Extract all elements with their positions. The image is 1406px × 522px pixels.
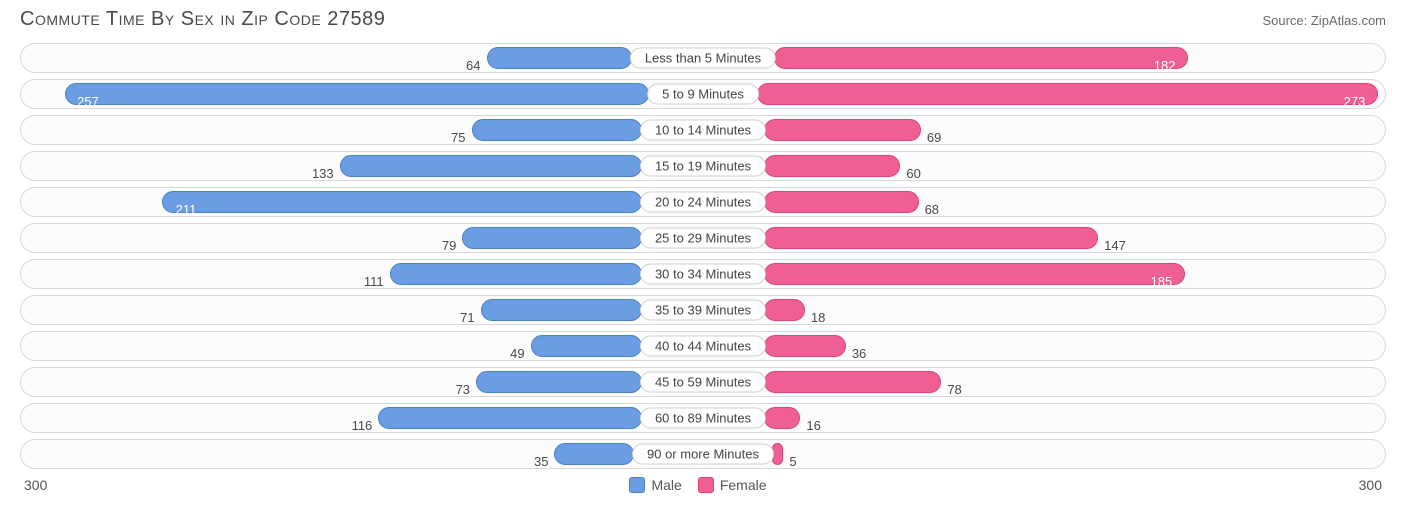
category-label: 35 to 39 Minutes: [640, 300, 766, 321]
male-value: 79: [442, 238, 456, 253]
female-value: 36: [852, 346, 866, 361]
category-label: Less than 5 Minutes: [630, 48, 776, 69]
female-bar: [764, 155, 900, 177]
male-swatch: [629, 477, 645, 493]
male-bar: [462, 227, 642, 249]
bar-row: 211 68 20 to 24 Minutes: [20, 187, 1386, 217]
bar-row: 133 60 15 to 19 Minutes: [20, 151, 1386, 181]
female-value: 16: [806, 418, 820, 433]
female-value: 147: [1104, 238, 1126, 253]
category-label: 30 to 34 Minutes: [640, 264, 766, 285]
female-bar: [774, 47, 1188, 69]
male-bar: [554, 443, 634, 465]
category-label: 5 to 9 Minutes: [647, 84, 759, 105]
category-label: 10 to 14 Minutes: [640, 120, 766, 141]
axis-right-max: 300: [1359, 477, 1382, 493]
bar-row: 75 69 10 to 14 Minutes: [20, 115, 1386, 145]
male-bar: [481, 299, 642, 321]
female-value: 5: [789, 454, 796, 469]
male-value: 35: [534, 454, 548, 469]
male-bar: [162, 191, 642, 213]
female-value: 68: [925, 202, 939, 217]
category-label: 90 or more Minutes: [632, 444, 774, 465]
bar-row: 35 5 90 or more Minutes: [20, 439, 1386, 469]
female-bar: [764, 299, 805, 321]
male-value: 133: [312, 166, 334, 181]
female-bar: [764, 371, 941, 393]
female-value: 18: [811, 310, 825, 325]
female-value: 60: [906, 166, 920, 181]
header: Commute Time By Sex in Zip Code 27589 So…: [0, 0, 1406, 37]
bar-row: 116 16 60 to 89 Minutes: [20, 403, 1386, 433]
diverging-bar-chart: 64 182 Less than 5 Minutes 257 273 5 to 9 Min…: [0, 37, 1406, 469]
male-bar: [340, 155, 642, 177]
male-value: 73: [456, 382, 470, 397]
bar-row: 49 36 40 to 44 Minutes: [20, 331, 1386, 361]
bar-row: 64 182 Less than 5 Minutes: [20, 43, 1386, 73]
male-value: 71: [460, 310, 474, 325]
male-value: 64: [466, 58, 480, 73]
male-bar: [472, 119, 643, 141]
male-value: 211: [176, 202, 197, 217]
male-bar: [476, 371, 642, 393]
source-label: Source: ZipAtlas.com: [1262, 13, 1386, 28]
chart-footer: 300 Male Female 300: [0, 475, 1406, 493]
category-label: 60 to 89 Minutes: [640, 408, 766, 429]
male-value: 75: [451, 130, 465, 145]
bar-row: 257 273 5 to 9 Minutes: [20, 79, 1386, 109]
female-bar: [764, 227, 1098, 249]
male-value: 111: [364, 274, 384, 289]
bar-row: 111 185 30 to 34 Minutes: [20, 259, 1386, 289]
male-value: 257: [77, 94, 99, 109]
female-value: 78: [947, 382, 961, 397]
bar-row: 71 18 35 to 39 Minutes: [20, 295, 1386, 325]
category-label: 40 to 44 Minutes: [640, 336, 766, 357]
male-bar: [487, 47, 632, 69]
female-value: 182: [1154, 58, 1176, 73]
male-value: 116: [352, 418, 373, 433]
female-bar: [764, 119, 921, 141]
axis-left-max: 300: [24, 477, 47, 493]
female-value: 69: [927, 130, 941, 145]
female-bar: [764, 407, 800, 429]
category-label: 25 to 29 Minutes: [640, 228, 766, 249]
bar-row: 79 147 25 to 29 Minutes: [20, 223, 1386, 253]
bar-row: 73 78 45 to 59 Minutes: [20, 367, 1386, 397]
female-value: 273: [1344, 94, 1366, 109]
female-bar: [757, 83, 1378, 105]
legend-male-label: Male: [651, 477, 681, 493]
female-bar: [764, 263, 1185, 285]
legend-female-label: Female: [720, 477, 767, 493]
female-bar: [764, 191, 919, 213]
male-bar: [378, 407, 642, 429]
female-value: 185: [1151, 274, 1173, 289]
male-bar: [65, 83, 649, 105]
female-bar: [764, 335, 846, 357]
category-label: 15 to 19 Minutes: [640, 156, 766, 177]
male-value: 49: [510, 346, 524, 361]
legend: Male Female: [629, 477, 776, 493]
male-bar: [531, 335, 642, 357]
category-label: 20 to 24 Minutes: [640, 192, 766, 213]
male-bar: [390, 263, 642, 285]
female-swatch: [698, 477, 714, 493]
category-label: 45 to 59 Minutes: [640, 372, 766, 393]
page-title: Commute Time By Sex in Zip Code 27589: [20, 8, 385, 31]
